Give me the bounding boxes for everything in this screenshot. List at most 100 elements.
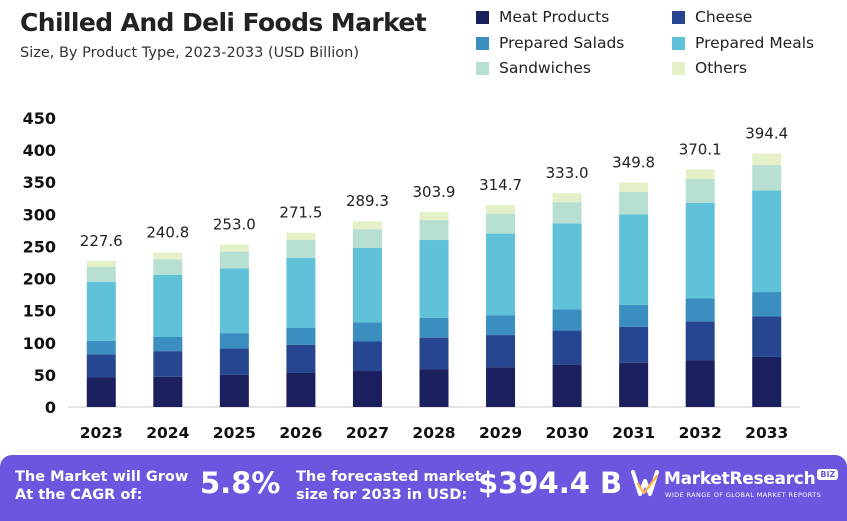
bar-total-label: 370.1	[679, 140, 722, 158]
legend-item-sandwiches: Sandwiches	[476, 59, 591, 77]
bar-total-label: 349.8	[612, 153, 655, 171]
bar-segment	[419, 240, 449, 318]
bar-segment	[153, 351, 183, 377]
bar-segment	[752, 356, 782, 407]
bar-segment	[153, 376, 183, 407]
bar-segment	[219, 251, 249, 269]
bar-segment	[486, 315, 516, 336]
bar-segment	[219, 244, 249, 252]
y-tick-label: 100	[23, 334, 56, 353]
x-tick-label: 2024	[146, 424, 189, 442]
bar-total-label: 289.3	[346, 192, 389, 210]
legend-label-cheese: Cheese	[695, 8, 753, 26]
forecast-label-line1: The forecasted market	[296, 469, 482, 485]
logo-name: MarketResearch BIZ	[664, 469, 839, 489]
bar-segment	[419, 317, 449, 338]
bar-segment	[685, 169, 715, 180]
y-tick-label: 300	[23, 205, 56, 224]
bar-segment	[752, 164, 782, 191]
bar-segment	[352, 371, 382, 407]
bar-total-label: 240.8	[146, 223, 189, 241]
bar-segment	[552, 364, 582, 407]
x-tick-label: 2032	[679, 424, 722, 442]
forecast-label-line2: size for 2033 in USD:	[296, 487, 468, 503]
cagr-value: 5.8%	[200, 466, 281, 500]
bar-total-label: 333.0	[546, 164, 589, 182]
bar-segment	[219, 268, 249, 334]
bar-segment	[486, 367, 516, 407]
bar-segment	[219, 348, 249, 375]
x-tick-label: 2033	[745, 424, 788, 442]
bar-segment	[619, 304, 649, 327]
y-tick-label: 200	[23, 270, 56, 289]
bar-segment	[685, 360, 715, 407]
bar-segment	[685, 179, 715, 203]
x-tick-label: 2031	[612, 424, 655, 442]
bar-segment	[685, 202, 715, 299]
bar-total-label: 227.6	[80, 232, 123, 250]
bar-segment	[153, 252, 183, 260]
bar-segment	[619, 326, 649, 363]
bar-segment	[685, 298, 715, 322]
bar-segment	[219, 374, 249, 407]
x-tick-label: 2030	[546, 424, 589, 442]
bar-segment	[552, 202, 582, 224]
legend-item-prepared-meals: Prepared Meals	[672, 34, 814, 52]
x-tick-label: 2023	[80, 424, 123, 442]
bar-segment	[352, 341, 382, 372]
logo-badge: BIZ	[817, 469, 839, 480]
logo-tagline: WIDE RANGE OF GLOBAL MARKET REPORTS	[665, 491, 822, 499]
bar-segment	[619, 214, 649, 305]
chart-subtitle: Size, By Product Type, 2023-2033 (USD Bi…	[20, 45, 359, 61]
y-tick-label: 0	[45, 398, 56, 417]
bar-segment	[153, 259, 183, 275]
legend-label-others: Others	[695, 59, 748, 77]
bar-segment	[619, 191, 649, 215]
bar-segment	[86, 340, 116, 355]
legend-swatch-others	[672, 61, 685, 75]
y-tick-label: 450	[23, 109, 56, 128]
bar-segment	[419, 337, 449, 370]
bar-segment	[752, 292, 782, 317]
bar-segment	[752, 190, 782, 293]
legend-swatch-prepared-salads	[476, 36, 489, 50]
legend-item-prepared-salads: Prepared Salads	[476, 34, 624, 52]
x-tick-label: 2027	[346, 424, 389, 442]
legend-item-cheese: Cheese	[672, 8, 752, 26]
x-tick-label: 2025	[213, 424, 256, 442]
bar-total-label: 394.4	[745, 125, 788, 143]
y-tick-label: 400	[23, 141, 56, 160]
bar-segment	[486, 233, 516, 316]
x-tick-label: 2026	[279, 424, 322, 442]
bar-segment	[153, 336, 183, 352]
bar-segment	[86, 266, 116, 282]
bar-segment	[619, 182, 649, 192]
bar-total-label: 253.0	[213, 216, 256, 234]
bar-segment	[86, 281, 116, 341]
legend-item-others: Others	[672, 59, 747, 77]
bar-segment	[752, 153, 782, 165]
bar-segment	[352, 247, 382, 323]
y-tick-label: 250	[23, 237, 56, 256]
y-tick-label: 350	[23, 173, 56, 192]
bar-segment	[219, 333, 249, 349]
bar-segment	[86, 354, 116, 378]
summary-banner: The Market will Grow At the CAGR of: 5.8…	[0, 455, 847, 521]
bar-segment	[352, 221, 382, 230]
bar-segment	[286, 240, 316, 259]
bar-segment	[419, 220, 449, 241]
bar-segment	[552, 223, 582, 310]
bar-segment	[352, 322, 382, 342]
x-tick-label: 2029	[479, 424, 522, 442]
bar-segment	[619, 362, 649, 407]
marketresearch-logo-icon	[631, 470, 659, 496]
legend-swatch-cheese	[672, 10, 685, 24]
legend-label-sandwiches: Sandwiches	[499, 59, 591, 77]
y-tick-label: 150	[23, 302, 56, 321]
bar-segment	[286, 232, 316, 241]
legend-item-meat-products: Meat Products	[476, 8, 609, 26]
chart-title: Chilled And Deli Foods Market	[20, 8, 427, 37]
logo-name-text: MarketResearch	[664, 469, 816, 489]
forecast-value: $394.4 B	[478, 466, 623, 500]
bar-segment	[286, 372, 316, 407]
